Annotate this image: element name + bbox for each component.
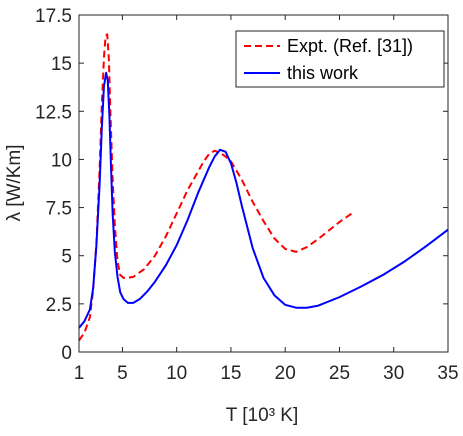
plot-frame — [78, 14, 449, 353]
series-layer — [78, 33, 449, 342]
y-tick-label: 10 — [51, 150, 72, 171]
x-tick-label: 1 — [74, 363, 85, 384]
y-tick-label: 5 — [61, 247, 72, 268]
x-tick-label: 35 — [437, 363, 458, 384]
y-tick-label: 7.5 — [46, 199, 72, 220]
x-tick-label: 30 — [383, 363, 404, 384]
legend-box — [235, 30, 445, 88]
x-tick-label: 10 — [166, 363, 187, 384]
y-tick-label: 17.5 — [35, 6, 72, 27]
y-tick-label: 2.5 — [46, 295, 72, 316]
y-tick-label: 0 — [61, 343, 72, 364]
x-tick-label: 20 — [275, 363, 296, 384]
series-line-this-work — [78, 71, 449, 329]
legend-label-this-work: this work — [287, 63, 359, 83]
x-tick-label: 25 — [329, 363, 350, 384]
y-tick-label: 12.5 — [35, 102, 72, 123]
x-axis-label: T [10³ K] — [226, 405, 299, 426]
x-tick-label: 15 — [220, 363, 241, 384]
legend: Expt. (Ref. [31]) this work — [235, 30, 445, 88]
y-tick-label: 15 — [51, 54, 72, 75]
legend-label-expt: Expt. (Ref. [31]) — [287, 36, 413, 56]
x-tick-label: 5 — [117, 363, 128, 384]
series-line-expt — [78, 33, 356, 342]
y-axis-label: λ [W/Km] — [4, 144, 25, 221]
